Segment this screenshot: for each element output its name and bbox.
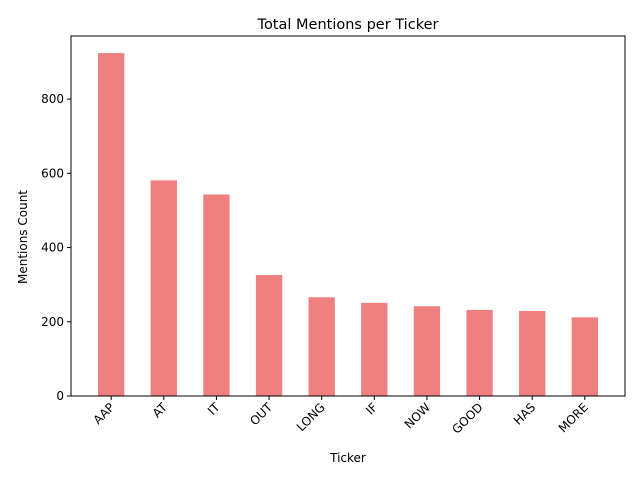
y-tick-label-0: 0 <box>56 389 64 403</box>
bar-if <box>361 302 388 396</box>
bar-now <box>413 306 441 396</box>
y-axis: 0 200 400 600 800 <box>41 92 71 403</box>
bar-long <box>308 297 335 396</box>
y-tick-label-800: 800 <box>41 92 64 106</box>
bar-has <box>519 311 546 396</box>
bar-out <box>255 275 283 396</box>
bar-at <box>150 180 177 396</box>
plot-frame <box>70 35 626 397</box>
chart-title: Total Mentions per Ticker <box>257 17 439 33</box>
y-tick-label-400: 400 <box>41 241 64 255</box>
bar-aap <box>98 53 125 396</box>
y-tick-label-600: 600 <box>41 166 64 180</box>
bar-more <box>571 317 598 396</box>
y-tick-label-200: 200 <box>41 315 64 329</box>
bar-good <box>466 309 493 396</box>
bar-it <box>203 194 230 396</box>
bars-group <box>98 53 598 396</box>
y-axis-label: Mentions Count <box>16 190 30 284</box>
x-axis-label: Ticker <box>329 451 366 465</box>
